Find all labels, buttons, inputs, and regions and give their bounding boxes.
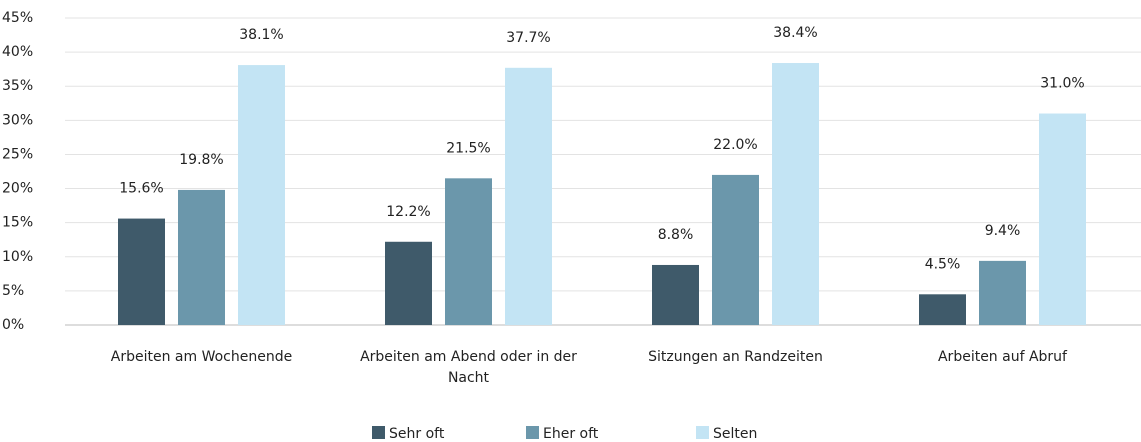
data-label: 9.4% <box>985 223 1021 239</box>
y-tick-label: 15% <box>2 215 33 231</box>
y-tick-label: 0% <box>2 317 24 333</box>
y-tick-label: 25% <box>2 146 33 162</box>
legend-swatch <box>696 426 709 439</box>
legend-label: Selten <box>713 426 757 442</box>
x-tick-label: Arbeiten am Wochenende <box>110 349 293 365</box>
data-label: 38.1% <box>239 27 283 43</box>
bar <box>238 65 285 325</box>
x-tick-label: Sitzungen an Randzeiten <box>648 349 823 365</box>
data-label: 21.5% <box>446 140 490 156</box>
legend-label: Eher oft <box>543 426 599 442</box>
legend-swatch <box>372 426 385 439</box>
legend-swatch <box>526 426 539 439</box>
x-tick-label: Arbeiten am Abend oder in der Nacht <box>360 349 577 386</box>
y-tick-label: 45% <box>2 10 33 26</box>
bar <box>979 260 1026 325</box>
data-label: 31.0% <box>1040 76 1084 92</box>
data-label: 12.2% <box>386 204 430 220</box>
bar <box>712 174 759 325</box>
bar <box>1039 113 1086 325</box>
bar <box>505 67 552 326</box>
data-label: 37.7% <box>506 30 550 46</box>
data-label: 22.0% <box>713 137 757 153</box>
bar <box>178 189 225 325</box>
y-tick-label: 30% <box>2 112 33 128</box>
y-tick-label: 10% <box>2 249 33 265</box>
data-label: 19.8% <box>179 152 223 168</box>
bar <box>772 63 819 325</box>
x-tick-label: Arbeiten auf Abruf <box>937 349 1067 365</box>
bar <box>385 241 432 325</box>
bar <box>652 264 699 325</box>
legend-label: Sehr oft <box>389 426 445 442</box>
data-label: 15.6% <box>119 181 163 197</box>
y-tick-label: 20% <box>2 181 33 197</box>
bar <box>118 218 165 325</box>
bar <box>445 178 492 325</box>
data-label: 38.4% <box>773 25 817 41</box>
data-label: 4.5% <box>925 256 961 272</box>
y-tick-label: 40% <box>2 44 33 60</box>
y-tick-label: 5% <box>2 283 24 299</box>
data-label: 8.8% <box>658 227 694 243</box>
bar <box>919 294 966 325</box>
y-tick-label: 35% <box>2 78 33 94</box>
